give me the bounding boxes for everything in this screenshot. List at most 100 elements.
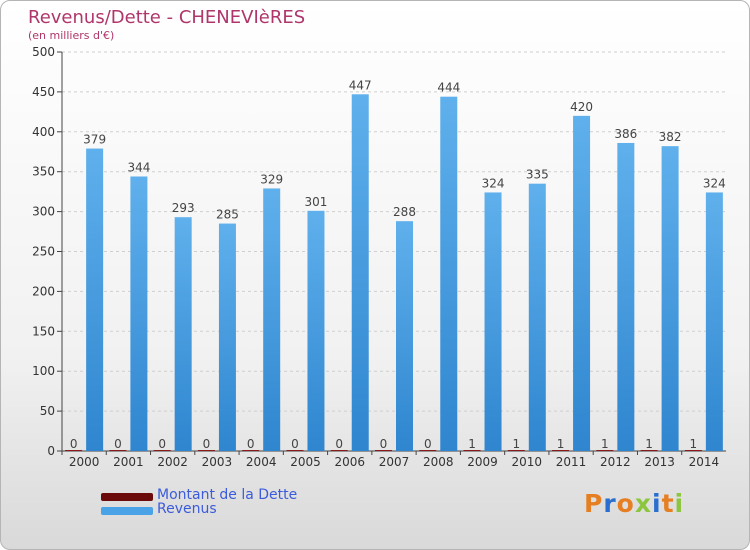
bar-dette — [640, 450, 658, 451]
bar-label-dette: 0 — [203, 437, 211, 451]
y-tick-label: 0 — [47, 444, 55, 458]
bar-label-revenus: 301 — [305, 195, 328, 209]
x-tick-label: 2006 — [334, 455, 365, 469]
bar-label-dette: 1 — [557, 437, 565, 451]
logo-letter: P — [584, 489, 604, 518]
bar-revenus — [396, 221, 413, 451]
bar-label-revenus: 344 — [127, 160, 150, 174]
x-tick-label: 2013 — [644, 455, 675, 469]
bar-label-revenus: 293 — [172, 201, 195, 215]
x-tick-label: 2014 — [689, 455, 720, 469]
bar-revenus — [705, 192, 723, 451]
bar-label-revenus: 324 — [482, 176, 505, 190]
logo-letter: i — [674, 489, 685, 518]
bar-dette — [65, 450, 83, 451]
chart-title: Revenus/Dette - CHENEVIèRES — [28, 7, 306, 28]
bar-label-dette: 1 — [512, 437, 520, 451]
bar-dette — [463, 450, 481, 451]
logo-letter: t — [661, 489, 675, 518]
bar-dette — [286, 450, 304, 451]
bar-dette — [197, 450, 215, 451]
bar-label-dette: 1 — [468, 437, 476, 451]
bar-label-dette: 1 — [645, 437, 653, 451]
bar-dette — [419, 450, 437, 451]
bar-dette — [330, 450, 348, 451]
y-tick-label: 50 — [40, 404, 55, 418]
x-tick-label: 2011 — [556, 455, 587, 469]
bar-dette — [242, 450, 260, 451]
bar-label-dette: 1 — [690, 437, 698, 451]
bar-label-revenus: 420 — [570, 100, 593, 114]
bar-revenus — [307, 210, 325, 451]
bar-revenus — [86, 148, 104, 452]
logo-letter: i — [652, 489, 662, 518]
bar-label-dette: 0 — [114, 437, 122, 451]
y-tick-label: 200 — [32, 284, 55, 298]
bar-revenus — [263, 188, 281, 451]
bar-label-dette: 0 — [424, 437, 432, 451]
bar-revenus — [573, 115, 591, 451]
logo-letter: x — [634, 489, 652, 518]
bar-revenus — [174, 217, 192, 451]
legend-swatch-revenus — [101, 507, 153, 515]
bar-revenus — [617, 142, 635, 452]
x-tick-label: 2010 — [512, 455, 543, 469]
x-tick-label: 2005 — [290, 455, 321, 469]
bar-dette — [153, 450, 171, 451]
bar-label-dette: 0 — [335, 437, 343, 451]
bar-label-revenus: 288 — [393, 205, 416, 219]
y-tick-label: 100 — [32, 364, 55, 378]
bar-revenus — [218, 223, 236, 451]
logo-letter: o — [616, 489, 635, 518]
bar-label-revenus: 324 — [703, 176, 726, 190]
x-tick-label: 2000 — [69, 455, 100, 469]
bar-revenus — [351, 94, 369, 451]
bar-label-dette: 1 — [601, 437, 609, 451]
bar-label-dette: 0 — [70, 437, 78, 451]
bar-label-dette: 0 — [380, 437, 388, 451]
bar-label-dette: 0 — [247, 437, 255, 451]
y-tick-label: 150 — [32, 324, 55, 338]
legend-label-dette: Montant de la Dette — [157, 487, 298, 503]
bar-dette — [109, 450, 127, 451]
bar-label-revenus: 329 — [260, 172, 283, 186]
bar-dette — [552, 450, 570, 451]
bar-revenus — [661, 146, 679, 451]
bar-label-revenus: 382 — [659, 130, 682, 144]
y-tick-label: 400 — [32, 125, 55, 139]
x-tick-label: 2004 — [246, 455, 277, 469]
bar-revenus — [484, 192, 502, 451]
x-tick-label: 2009 — [467, 455, 498, 469]
x-tick-label: 2003 — [202, 455, 233, 469]
bar-label-revenus: 444 — [437, 81, 460, 95]
legend-swatch-dette — [101, 493, 153, 501]
y-tick-label: 250 — [32, 245, 55, 259]
y-tick-label: 450 — [32, 85, 55, 99]
bar-label-dette: 0 — [158, 437, 166, 451]
y-tick-label: 500 — [32, 45, 55, 59]
bar-label-revenus: 386 — [614, 127, 637, 141]
bar-label-revenus: 335 — [526, 168, 549, 182]
y-tick-label: 300 — [32, 205, 55, 219]
bar-label-dette: 0 — [291, 437, 299, 451]
bar-dette — [375, 450, 392, 451]
bar-label-revenus: 285 — [216, 208, 239, 222]
bar-dette — [507, 450, 525, 451]
legend-label-revenus: Revenus — [157, 501, 217, 517]
y-tick-label: 350 — [32, 165, 55, 179]
bar-revenus — [130, 176, 148, 451]
bar-revenus — [440, 96, 458, 452]
bar-label-revenus: 447 — [349, 78, 372, 92]
x-tick-label: 2008 — [423, 455, 454, 469]
bar-dette — [684, 450, 702, 451]
x-tick-label: 2002 — [157, 455, 188, 469]
proxiti-logo: Proxiti — [584, 489, 684, 518]
x-tick-label: 2001 — [113, 455, 144, 469]
bar-label-revenus: 379 — [83, 133, 106, 147]
chart-subtitle: (en milliers d'€) — [28, 29, 115, 42]
x-tick-label: 2012 — [600, 455, 631, 469]
logo-letter: r — [603, 489, 617, 518]
bar-dette — [596, 450, 614, 451]
